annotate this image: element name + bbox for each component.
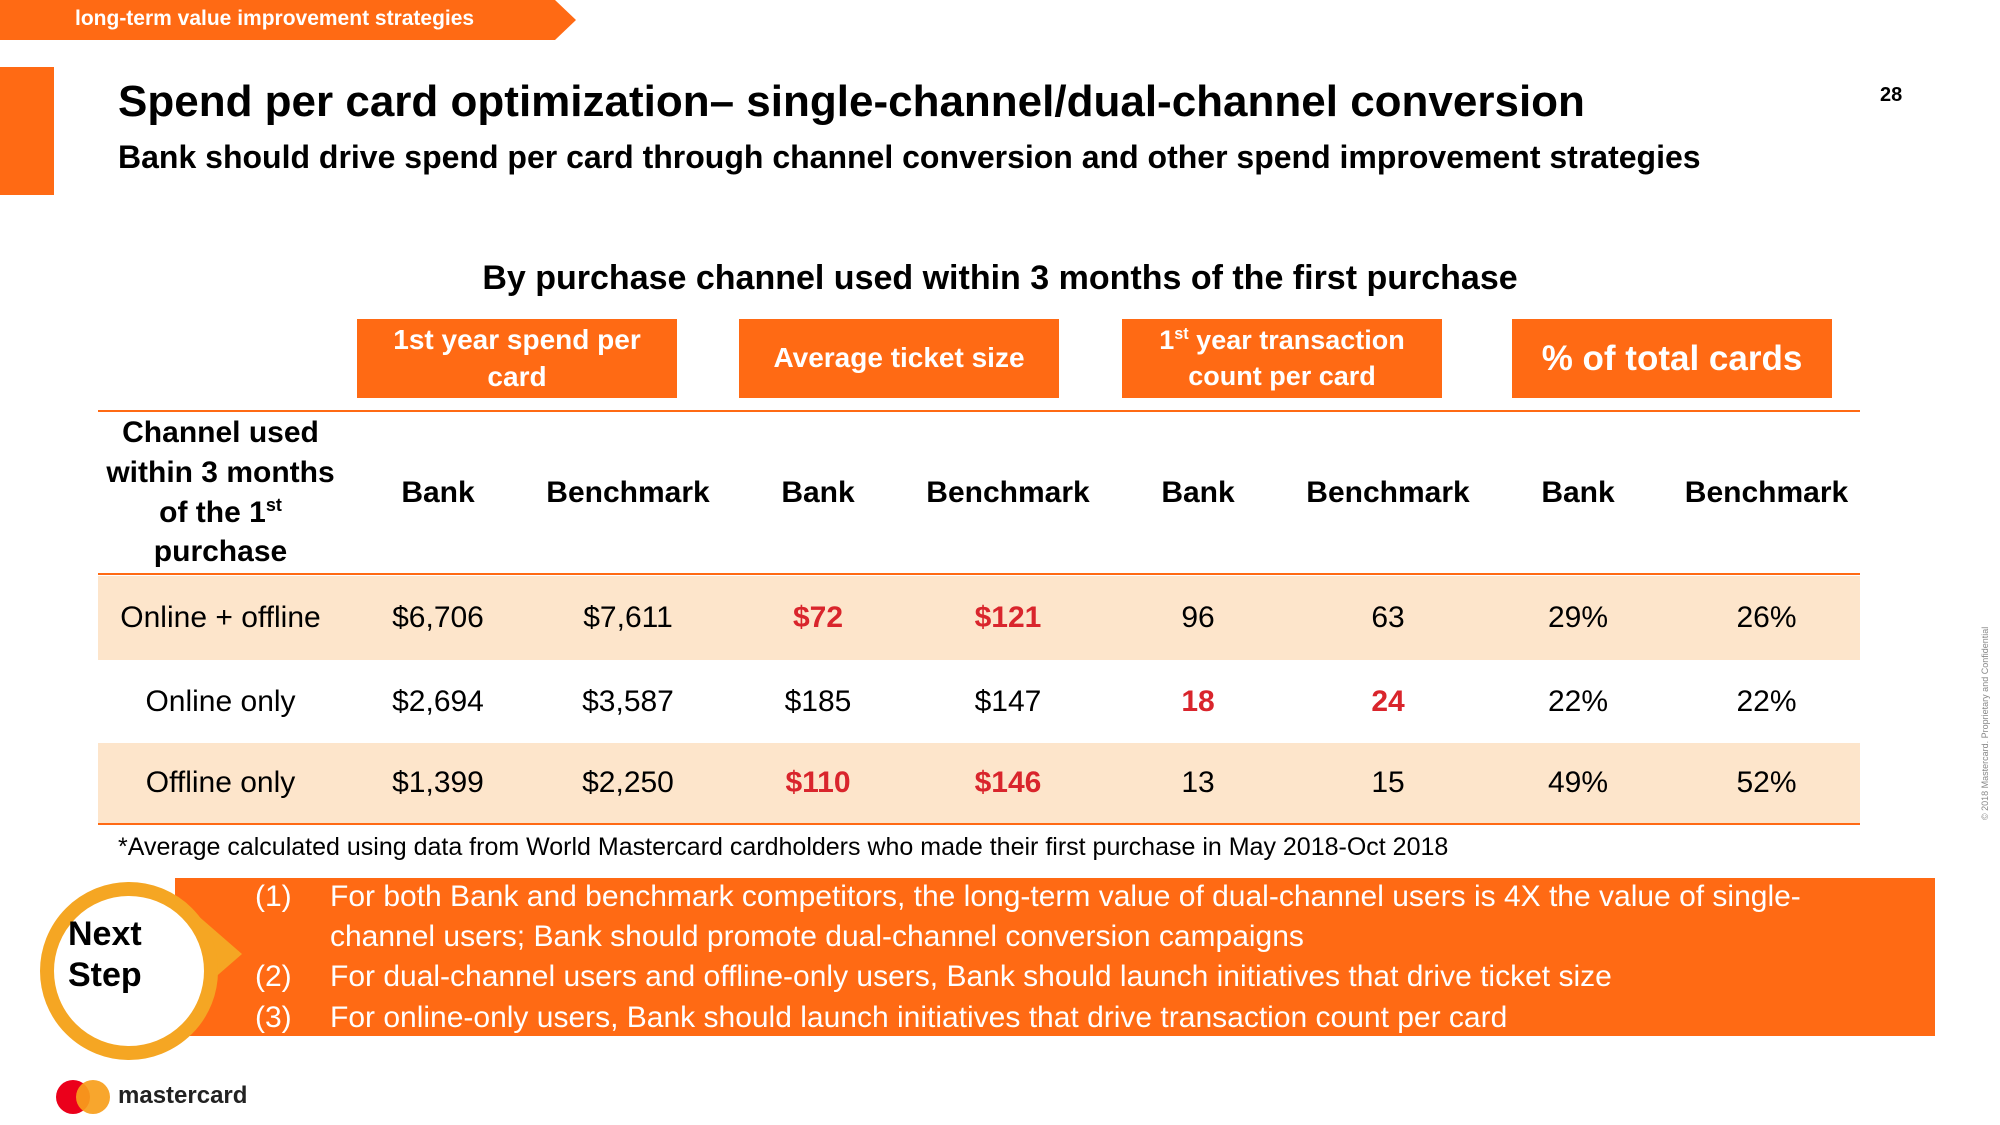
col-header-share-bank: Bank — [1541, 475, 1615, 509]
cell-count-bank: 18 — [1181, 684, 1215, 718]
page-title: Spend per card optimization– single-chan… — [118, 77, 1585, 126]
copyright-note: © 2018 Mastercard. Proprietary and Confi… — [1980, 626, 1990, 820]
col-header-spend-bank: Bank — [401, 475, 475, 509]
group-header-spend-label: 1st year spend per card — [393, 324, 641, 392]
channel-column-header-label: Channel used within 3 months of the 1st … — [98, 413, 343, 573]
cell-ticket-bank: $185 — [784, 684, 852, 718]
section-banner-label: long-term value improvement strategies — [75, 7, 475, 30]
col-header-count-bank: Bank — [1161, 475, 1235, 509]
channel-header-sup: st — [265, 494, 282, 515]
cell-share-benchmark: 26% — [1736, 601, 1797, 634]
cell-ticket-benchmark: $147 — [974, 684, 1042, 718]
table-row-online-offline: Online + offline $6,706 $7,611 $72 $121 … — [98, 576, 1860, 660]
col-header-ticket-benchmark: Benchmark — [926, 475, 1090, 509]
cell-ticket-bank: $110 — [785, 766, 851, 799]
next-step-label-line1: Next — [68, 915, 142, 953]
cell-share-benchmark: 52% — [1736, 766, 1797, 799]
group-header-count: 1st year transaction count per card — [1122, 319, 1442, 398]
channel-header-line2: purchase — [153, 535, 288, 569]
channel-column-header: Channel used within 3 months of the 1st … — [98, 413, 343, 572]
cell-spend-benchmark: $7,611 — [583, 601, 673, 634]
next-step-num-2: (2) — [255, 960, 292, 993]
cell-spend-benchmark: $2,250 — [582, 766, 674, 799]
page-number: 28 — [1880, 84, 1903, 106]
row-channel-label: Online + offline — [120, 601, 321, 634]
group-header-ticket: Average ticket size — [739, 319, 1059, 398]
table-title: By purchase channel used within 3 months… — [482, 259, 1518, 297]
cell-spend-bank: $1,399 — [392, 766, 484, 799]
cell-share-bank: 29% — [1547, 601, 1609, 634]
next-step-num-3: (3) — [255, 1001, 292, 1034]
group-header-share: % of total cards — [1512, 319, 1832, 398]
col-header-ticket-bank: Bank — [781, 475, 855, 509]
cell-share-bank: 22% — [1547, 684, 1609, 718]
group-header-count-pre: 1 — [1159, 325, 1175, 356]
next-step-item-1-line2: channel users; Bank should promote dual-… — [330, 920, 1304, 953]
section-banner: long-term value improvement strategies — [0, 0, 576, 40]
cell-ticket-benchmark: $146 — [974, 766, 1042, 799]
next-step-item-2: For dual-channel users and offline-only … — [330, 960, 1612, 993]
col-header-spend-benchmark: Benchmark — [546, 475, 710, 509]
group-header-count-sup: st — [1174, 325, 1189, 344]
cell-share-bank: 49% — [1547, 766, 1609, 799]
group-header-count-post: year transaction count per card — [1188, 325, 1405, 391]
next-step-label-line2: Step — [68, 956, 142, 995]
cell-count-bank: 96 — [1181, 601, 1215, 634]
cell-spend-benchmark: $3,587 — [582, 684, 674, 718]
cell-count-benchmark: 24 — [1371, 684, 1405, 718]
cell-count-benchmark: 15 — [1371, 766, 1405, 799]
table-top-rule — [98, 410, 1860, 412]
table-bottom-rule — [98, 823, 1860, 825]
table-row-online-only: Online only $2,694 $3,587 $185 $147 18 2… — [98, 660, 1860, 743]
row-channel-label: Offline only — [145, 766, 296, 799]
mastercard-logo-yellow-circle-icon — [76, 1080, 110, 1114]
next-step-label: Next Step — [68, 914, 142, 997]
mastercard-wordmark: mastercard — [118, 1082, 248, 1109]
table-header-rule — [98, 573, 1860, 575]
row-channel-label: Online only — [145, 684, 296, 718]
group-header-count-label: 1st year transaction count per card — [1140, 323, 1424, 393]
group-header-ticket-label: Average ticket size — [773, 342, 1025, 374]
next-step-item-3: For online-only users, Bank should launc… — [330, 1001, 1508, 1034]
cell-ticket-benchmark: $121 — [974, 601, 1042, 634]
page-subtitle: Bank should drive spend per card through… — [118, 139, 1701, 175]
col-header-share-benchmark: Benchmark — [1684, 475, 1849, 509]
next-step-num-1: (1) — [255, 880, 292, 913]
group-header-share-label: % of total cards — [1541, 338, 1803, 378]
cell-share-benchmark: 22% — [1736, 684, 1797, 718]
channel-header-line1: Channel used within 3 months of the 1 — [106, 415, 335, 529]
col-header-count-benchmark: Benchmark — [1306, 475, 1470, 509]
cell-ticket-bank: $72 — [792, 601, 844, 634]
group-header-spend: 1st year spend per card — [357, 319, 677, 398]
accent-side-bar — [0, 67, 54, 195]
footnote: *Average calculated using data from Worl… — [118, 833, 1449, 861]
cell-spend-bank: $2,694 — [392, 684, 484, 718]
cell-count-benchmark: 63 — [1371, 601, 1405, 634]
table-row-offline-only: Offline only $1,399 $2,250 $110 $146 13 … — [98, 743, 1860, 823]
cell-spend-bank: $6,706 — [392, 601, 484, 634]
cell-count-bank: 13 — [1181, 766, 1215, 799]
column-header-row: Channel used within 3 months of the 1st … — [98, 413, 1860, 572]
next-step-box — [175, 878, 1935, 1036]
next-step-item-1-line1: For both Bank and benchmark competitors,… — [330, 880, 1801, 913]
